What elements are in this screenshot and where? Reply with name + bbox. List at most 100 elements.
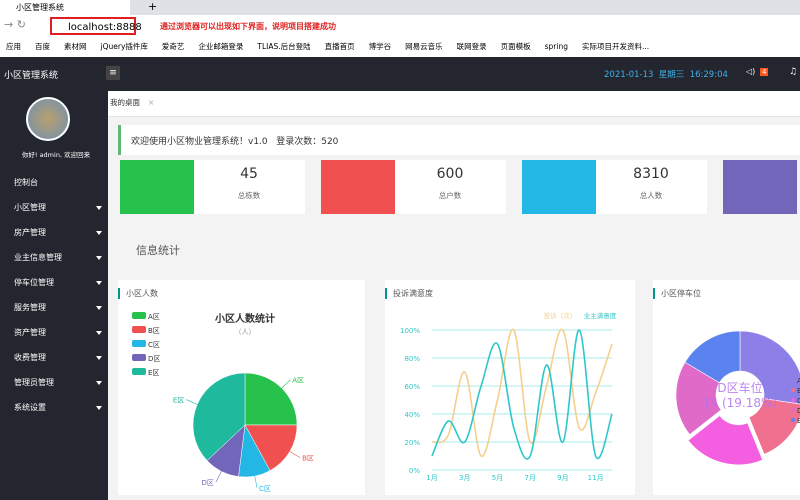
menu-arrow — [96, 356, 102, 360]
page-tab[interactable]: 我的桌面 × — [110, 98, 155, 107]
menu-label: 业主信息管理 — [14, 253, 62, 262]
y-tick-label: 40% — [404, 411, 420, 419]
menu-item[interactable]: 控制台 — [0, 171, 108, 195]
bookmark[interactable]: 页面模板 — [500, 42, 531, 51]
donut-slice — [748, 398, 800, 455]
menu-label: 停车位管理 — [14, 278, 54, 287]
bookmark[interactable]: 联网登录 — [456, 42, 487, 51]
menu-label: 资产管理 — [14, 328, 46, 337]
stat-label: 总人数 — [639, 191, 663, 200]
bookmark[interactable]: 网易云音乐 — [405, 42, 443, 51]
bell-icon[interactable]: ♫ — [789, 67, 798, 77]
stat-icon — [522, 160, 596, 214]
legend-swatch — [791, 398, 795, 402]
legend-label: D区 — [148, 355, 160, 363]
bookmark[interactable]: 直播首页 — [324, 42, 355, 51]
legend-label: 业主满意度 — [584, 311, 617, 320]
menu-arrow — [96, 331, 102, 335]
stat-label: 总栋数 — [237, 191, 261, 200]
menu-item[interactable]: 管理员管理 — [0, 371, 108, 395]
menu-toggle[interactable]: ≡ — [106, 66, 120, 80]
y-tick-label: 20% — [404, 439, 420, 447]
chart-subtitle: （人） — [235, 328, 256, 336]
pie-slice — [244, 424, 298, 471]
bookmark[interactable]: spring — [544, 42, 568, 51]
pie-leader — [215, 471, 222, 483]
panel-title: 小区人数 — [118, 288, 158, 299]
stat-card: 45 总栋数 — [120, 160, 305, 214]
bookmark[interactable]: 素材网 — [64, 42, 87, 51]
menu-arrow — [96, 231, 102, 235]
y-tick-label: 60% — [404, 383, 420, 391]
menu-item[interactable]: 服务管理 — [0, 296, 108, 320]
center-label: D区车位 — [717, 380, 762, 395]
legend-swatch — [132, 368, 146, 375]
legend-swatch — [132, 354, 146, 361]
page-tab-label: 我的桌面 — [110, 98, 140, 107]
pie-label: A区 — [292, 377, 304, 385]
legend-label: A区 — [148, 313, 160, 321]
speaker-icon[interactable]: ◁) — [746, 67, 756, 76]
legend-label: B区 — [148, 327, 160, 335]
y-tick-label: 0% — [409, 467, 420, 475]
menu-label: 控制台 — [14, 178, 38, 187]
pie-label: C区 — [259, 485, 271, 493]
bookmark[interactable]: 爱奇艺 — [161, 42, 185, 51]
url[interactable]: localhost:8888 — [50, 17, 142, 35]
menu-item[interactable]: 业主信息管理 — [0, 246, 108, 270]
x-tick-label: 11月 — [588, 474, 604, 482]
legend-label: 投诉（次） — [544, 311, 577, 320]
menu-arrow — [96, 281, 102, 285]
menu-label: 房产管理 — [14, 228, 46, 237]
bookmark[interactable]: 应用 — [6, 42, 21, 51]
new-tab[interactable]: + — [148, 0, 158, 13]
legend-label: E区 — [148, 369, 159, 377]
stat-card: 8310 总人数 — [522, 160, 707, 214]
menu-item[interactable]: 收费管理 — [0, 346, 108, 370]
menu-item[interactable]: 系统设置 — [0, 396, 108, 420]
nav-buttons[interactable]: → ↻ — [4, 18, 26, 31]
x-tick-label: 1月 — [426, 474, 437, 482]
stat-value: 8310 — [633, 166, 669, 182]
bookmark[interactable]: TLIAS.后台登陆 — [257, 42, 311, 51]
donut-slice — [739, 330, 800, 405]
user-greeting: 你好! admin, 欢迎回来 — [21, 151, 91, 159]
welcome-card: 欢迎使用小区物业管理系统！v1.0 登录次数：520 — [118, 125, 800, 155]
line-series — [431, 329, 613, 460]
menu-item[interactable]: 停车位管理 — [0, 271, 108, 295]
menu-arrow — [96, 306, 102, 310]
legend-swatch — [132, 312, 146, 319]
bookmark[interactable]: 实际项目开发资料... — [582, 42, 650, 51]
bookmark[interactable]: 博学谷 — [368, 42, 392, 51]
app-title: 小区管理系统 — [4, 71, 59, 81]
pie-label: B区 — [302, 455, 314, 463]
menu-arrow — [96, 256, 102, 260]
legend-label: B区 — [797, 387, 800, 395]
bookmark[interactable]: jQuery插件库 — [100, 42, 148, 51]
legend-swatch — [791, 418, 795, 422]
app-header: 小区管理系统 ≡ 2021-01-13 星期三 16:29:04 ◁) 4 ♫ — [0, 57, 800, 91]
legend-label: C区 — [797, 397, 800, 405]
x-tick-label: 9月 — [557, 474, 568, 482]
bookmark[interactable]: 企业邮箱登录 — [198, 42, 244, 51]
legend-label: E区 — [797, 417, 800, 425]
browser-tab[interactable]: 小区管理系统 — [0, 0, 130, 15]
avatar[interactable] — [26, 97, 70, 141]
stat-label: 总户数 — [438, 191, 462, 200]
legend-label: A区 — [797, 377, 800, 385]
y-tick-label: 80% — [404, 355, 420, 363]
legend-swatch — [132, 340, 146, 347]
notice-badge[interactable]: 4 — [760, 68, 769, 76]
menu-item[interactable]: 房产管理 — [0, 221, 108, 245]
menu-arrow — [96, 406, 102, 410]
chart-title: 小区人数统计 — [214, 312, 275, 325]
stat-icon — [321, 160, 395, 214]
bookmark[interactable]: 百度 — [35, 42, 50, 51]
menu-item[interactable]: 资产管理 — [0, 321, 108, 345]
menu-arrow — [96, 206, 102, 210]
menu-label: 小区管理 — [14, 203, 46, 212]
menu-item[interactable]: 小区管理 — [0, 196, 108, 220]
legend-swatch — [791, 388, 795, 392]
datetime: 2021-01-13 星期三 16:29:04 — [604, 70, 728, 80]
